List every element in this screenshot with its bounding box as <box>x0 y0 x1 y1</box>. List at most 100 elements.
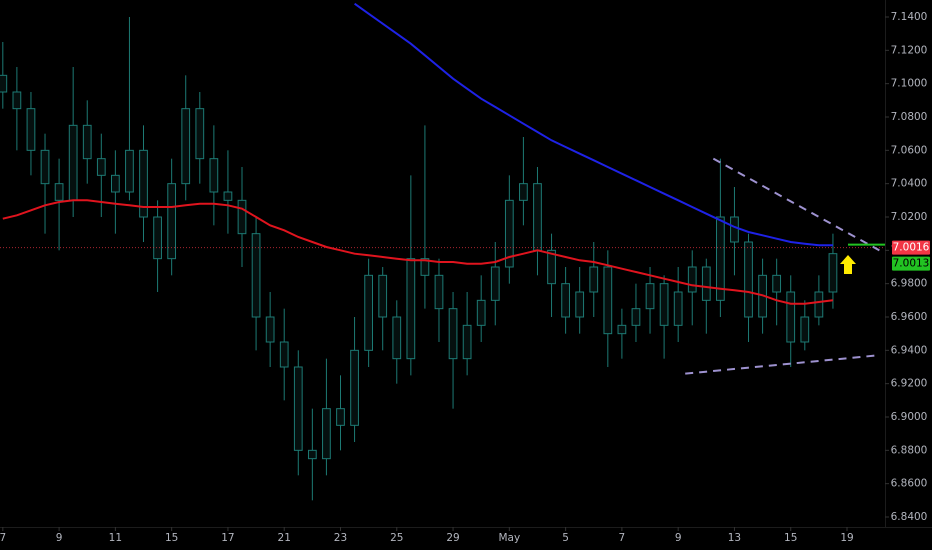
candle-body <box>631 308 641 326</box>
candle-body <box>322 408 331 460</box>
candle-body <box>504 199 514 268</box>
y-tick-label: 7.0600 <box>891 144 928 156</box>
candle-body <box>251 233 261 318</box>
candle-body <box>293 366 303 451</box>
candle-body <box>96 158 106 176</box>
candle-body <box>279 341 289 368</box>
candle-body <box>701 266 711 301</box>
candle-body <box>687 266 697 293</box>
candle-body <box>744 241 753 318</box>
candle-body <box>406 258 416 360</box>
candle-body <box>434 274 444 310</box>
candle-body <box>490 266 500 301</box>
candle-body <box>82 124 92 160</box>
y-tick-label: 6.8800 <box>891 444 928 456</box>
candle-body <box>68 124 78 201</box>
candle-body <box>195 108 205 160</box>
x-tick-label: 7 <box>0 532 6 544</box>
candle-body <box>54 183 64 201</box>
y-tick-label: 6.8600 <box>891 478 928 490</box>
moving-average-line <box>2 199 834 305</box>
x-tick-label: 21 <box>278 532 291 544</box>
yellow-arrow <box>840 255 856 274</box>
candle-body <box>26 108 36 151</box>
candle-body <box>392 316 402 360</box>
candle-body <box>125 149 134 193</box>
price-tag-label: 7.0016 <box>893 242 930 254</box>
y-tick-label: 7.0400 <box>891 178 928 190</box>
x-tick-label: 9 <box>675 532 682 544</box>
y-tick-label: 6.9800 <box>891 278 928 290</box>
candle-body <box>659 283 669 326</box>
candle-body <box>336 408 345 426</box>
candle-body <box>378 274 388 318</box>
candle-body <box>237 199 247 235</box>
x-tick-label: 15 <box>784 532 797 544</box>
candle-body <box>364 274 374 351</box>
candle-body <box>814 291 824 318</box>
candle-body <box>12 91 22 110</box>
candle-body <box>603 266 613 335</box>
trendline <box>685 354 879 375</box>
candle-body <box>645 283 655 310</box>
x-tick-label: 17 <box>221 532 234 544</box>
y-tick-label: 6.8400 <box>891 511 928 523</box>
candle-body <box>533 183 542 251</box>
candle-body <box>350 349 359 426</box>
trendline <box>712 157 880 252</box>
y-tick-label: 7.0800 <box>891 111 928 123</box>
candle-body <box>420 258 430 276</box>
candle-body <box>828 253 838 293</box>
candle-body <box>111 174 120 193</box>
x-tick-label: 25 <box>390 532 403 544</box>
candle-body <box>772 274 782 293</box>
candles <box>0 17 838 501</box>
y-tick-label: 6.9600 <box>891 311 928 323</box>
candle-body <box>730 216 739 243</box>
y-tick-label: 7.0200 <box>891 211 928 223</box>
candle-body <box>223 191 233 201</box>
candle-body <box>519 183 528 201</box>
candle-body <box>561 283 570 318</box>
x-tick-label: 19 <box>840 532 853 544</box>
candle-body <box>617 324 627 335</box>
candle-body <box>265 316 275 343</box>
candle-body <box>800 316 810 343</box>
x-tick-label: 13 <box>728 532 741 544</box>
x-tick-label: May <box>498 532 520 544</box>
candle-body <box>575 291 585 318</box>
candle-body <box>0 74 8 93</box>
y-tick-label: 7.1000 <box>891 78 928 90</box>
x-tick-label: 5 <box>562 532 569 544</box>
price-tag <box>892 240 930 255</box>
x-tick-label: 7 <box>619 532 626 544</box>
candle-body <box>589 266 599 293</box>
price-tag <box>892 256 930 271</box>
candle-body <box>307 449 317 460</box>
y-tick-label: 6.9400 <box>891 344 928 356</box>
x-tick-label: 11 <box>109 532 122 544</box>
price-tag-label: 7.0013 <box>893 258 930 270</box>
candle-body <box>786 291 796 343</box>
moving-average-line <box>354 2 833 247</box>
candle-body <box>40 149 50 185</box>
candle-body <box>716 216 725 301</box>
candle-body <box>462 324 472 360</box>
candle-body <box>476 299 486 326</box>
x-tick-label: 29 <box>446 532 459 544</box>
y-tick-label: 6.9200 <box>891 378 928 390</box>
x-tick-label: 15 <box>165 532 178 544</box>
x-tick-label: 9 <box>56 532 63 544</box>
candle-body <box>167 183 177 260</box>
y-tick-label: 7.1400 <box>891 11 928 23</box>
candle-body <box>139 149 148 218</box>
y-tick-label: 6.9000 <box>891 411 928 423</box>
x-tick-label: 23 <box>334 532 347 544</box>
candle-body <box>181 108 191 185</box>
candle-body <box>547 249 556 285</box>
y-tick-label: 7.1200 <box>891 44 928 56</box>
candle-body <box>673 291 683 326</box>
candle-body <box>209 158 219 193</box>
